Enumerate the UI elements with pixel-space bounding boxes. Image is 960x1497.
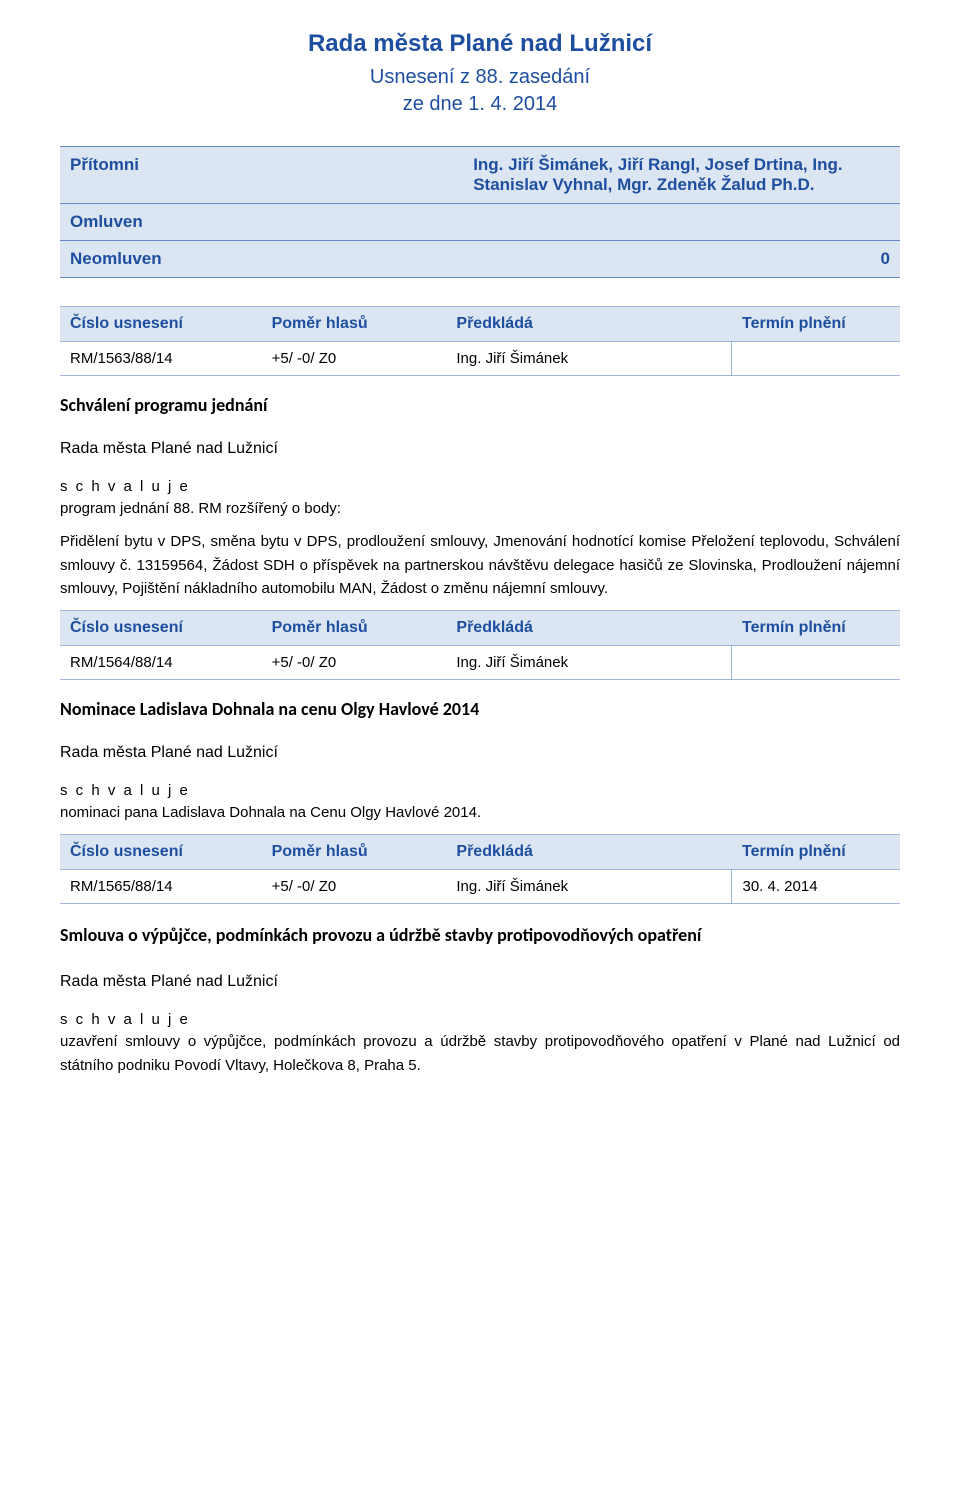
schvaluje-line: s c h v a l u j e [60, 1011, 900, 1028]
res-votes: +5/ -0/ Z0 [262, 342, 447, 376]
col-number: Číslo usnesení [60, 611, 262, 646]
res-votes: +5/ -0/ Z0 [262, 870, 447, 904]
col-deadline: Termín plnění [732, 307, 900, 342]
date-line: ze dne 1. 4. 2014 [60, 93, 900, 116]
res-votes: +5/ -0/ Z0 [262, 646, 447, 680]
main-title: Rada města Plané nad Lužnicí [60, 30, 900, 58]
body-text: Přidělení bytu v DPS, směna bytu v DPS, … [60, 530, 900, 600]
col-votes: Poměr hlasů [262, 611, 447, 646]
rada-line: Rada města Plané nad Lužnicí [60, 973, 900, 991]
body-text: uzavření smlouvy o výpůjčce, podmínkách … [60, 1030, 900, 1077]
res-number: RM/1564/88/14 [60, 646, 262, 680]
col-number: Číslo usnesení [60, 835, 262, 870]
omluven-label: Omluven [60, 204, 463, 241]
neomluven-value: 0 [463, 241, 900, 278]
resolution-heading: Nominace Ladislava Dohnala na cenu Olgy … [60, 698, 900, 720]
resolution-table: Číslo usnesení Poměr hlasů Předkládá Ter… [60, 610, 900, 680]
res-deadline: 30. 4. 2014 [732, 870, 900, 904]
attendance-table: Přítomni Ing. Jiří Šimánek, Jiří Rangl, … [60, 146, 900, 278]
res-number: RM/1565/88/14 [60, 870, 262, 904]
schvaluje-line: s c h v a l u j e [60, 782, 900, 799]
res-deadline [732, 342, 900, 376]
body-line1: program jednání 88. RM rozšířený o body: [60, 497, 900, 520]
col-deadline: Termín plnění [732, 611, 900, 646]
pritomni-value: Ing. Jiří Šimánek, Jiří Rangl, Josef Drt… [463, 147, 900, 204]
res-number: RM/1563/88/14 [60, 342, 262, 376]
rada-line: Rada města Plané nad Lužnicí [60, 744, 900, 762]
rada-line: Rada města Plané nad Lužnicí [60, 440, 900, 458]
col-presenter: Předkládá [446, 307, 732, 342]
res-presenter: Ing. Jiří Šimánek [446, 870, 732, 904]
body-text: nominaci pana Ladislava Dohnala na Cenu … [60, 801, 900, 824]
schvaluje-line: s c h v a l u j e [60, 478, 900, 495]
col-number: Číslo usnesení [60, 307, 262, 342]
pritomni-label: Přítomni [60, 147, 463, 204]
res-deadline [732, 646, 900, 680]
resolution-table: Číslo usnesení Poměr hlasů Předkládá Ter… [60, 834, 900, 904]
col-deadline: Termín plnění [732, 835, 900, 870]
resolution-table: Číslo usnesení Poměr hlasů Předkládá Ter… [60, 306, 900, 376]
subtitle: Usnesení z 88. zasedání [60, 66, 900, 89]
res-presenter: Ing. Jiří Šimánek [446, 646, 732, 680]
col-presenter: Předkládá [446, 835, 732, 870]
resolution-heading: Smlouva o výpůjčce, podmínkách provozu a… [60, 922, 900, 949]
res-presenter: Ing. Jiří Šimánek [446, 342, 732, 376]
col-votes: Poměr hlasů [262, 835, 447, 870]
neomluven-label: Neomluven [60, 241, 463, 278]
omluven-value [463, 204, 900, 241]
col-presenter: Předkládá [446, 611, 732, 646]
resolution-heading: Schválení programu jednání [60, 394, 900, 416]
col-votes: Poměr hlasů [262, 307, 447, 342]
